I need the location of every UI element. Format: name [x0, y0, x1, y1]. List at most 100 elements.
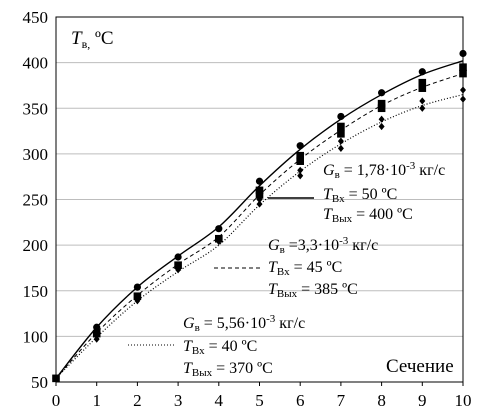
annotation-1-outlet: TВых = 400 ºС	[323, 206, 413, 225]
series-2-marker-3	[133, 292, 142, 301]
x-tick-label-9: 9	[418, 391, 427, 410]
series-3-marker-17	[460, 95, 466, 103]
series-2-marker-8	[296, 151, 304, 160]
x-tick-label-10: 10	[455, 391, 472, 410]
series-3-marker-14	[419, 97, 426, 105]
annotation-2-outlet: TВых = 385 ºС	[268, 281, 358, 300]
y-tick-label-50: 50	[31, 373, 48, 392]
series-2-marker-11	[337, 130, 345, 138]
series-2-marker-9	[296, 157, 304, 165]
annotation-3-inlet-symbol: T	[183, 338, 193, 355]
y-axis-label-unit: ºС	[90, 28, 113, 49]
series-3-marker-3	[134, 297, 141, 305]
annotation-3-outlet-symbol: T	[183, 360, 193, 377]
series-2-marker-13	[377, 104, 386, 113]
annotation-3-flow-value: = 5,56·10	[200, 315, 266, 332]
annotation-3-flow-exp: -3	[266, 313, 276, 325]
annotation-3-inlet-sub: Вх	[192, 345, 205, 357]
annotation-series-2: Gв =3,3·10-3 кг/с TВх = 45 ºС TВых = 385…	[214, 235, 378, 300]
series-1-marker-9	[378, 89, 386, 97]
series-2-marker-4	[174, 261, 182, 269]
annotation-3-flow-unit: кг/с	[275, 315, 305, 332]
x-tick-label-6: 6	[296, 391, 305, 410]
x-tick-labels: 0 1 2 3 4 5 6 7 8 9 10	[52, 391, 472, 410]
series-3-trend-line	[55, 93, 464, 379]
y-axis-label: Tв, ºС	[71, 28, 114, 51]
y-tick-labels: 50 100 150 200 250 300 350 400 450	[23, 8, 49, 392]
x-tick-label-0: 0	[52, 391, 61, 410]
series-3-marker-13	[378, 122, 385, 131]
axes	[55, 16, 464, 386]
annotation-3-inlet-value: = 40 ºС	[205, 338, 258, 355]
annotation-2-inlet-value: = 45 ºС	[290, 259, 343, 276]
annotation-2-inlet: TВх = 45 ºС	[268, 259, 342, 278]
series-3-marker-16	[460, 86, 466, 94]
annotation-2-outlet-value: = 385 ºС	[297, 281, 358, 298]
annotation-1-flow-unit: кг/с	[415, 162, 445, 179]
series-3-marker-11	[337, 144, 344, 152]
series-3-marker-10	[337, 137, 344, 145]
series-2-marker-15	[418, 84, 427, 92]
x-tick-label-3: 3	[174, 391, 183, 410]
series-2-marker-2	[92, 329, 101, 338]
series-2-marker-6	[255, 186, 264, 195]
series-1-marker-6	[255, 177, 264, 185]
series-2-marker-12	[377, 99, 386, 108]
series-2-marker-17	[459, 69, 467, 78]
annotation-series-1: Gв = 1,78·10-3 кг/с TВх = 50 ºС TВых = 4…	[268, 160, 445, 225]
series-3-marker-1	[53, 374, 59, 382]
series-2-marker-14	[418, 78, 427, 87]
series-1-marker-5	[215, 225, 223, 233]
y-axis-label-main: T	[71, 28, 83, 49]
annotation-2-inlet-symbol: T	[268, 259, 278, 276]
series-3-marker-9	[297, 172, 304, 180]
annotation-1-inlet-value: = 50 ºС	[345, 186, 398, 203]
y-tick-label-450: 450	[23, 8, 49, 27]
x-tick-label-8: 8	[377, 391, 386, 410]
series-2-marker-16	[459, 63, 467, 71]
annotation-series-3: Gв = 5,56·10-3 кг/с TВх = 40 ºС TВых = 3…	[128, 313, 305, 379]
annotation-1-outlet-symbol: T	[323, 206, 333, 223]
annotation-2-flow-sub: в	[280, 244, 285, 256]
x-tick-label-2: 2	[133, 391, 142, 410]
y-tick-label-400: 400	[23, 54, 49, 73]
series-1-marker-8	[337, 112, 345, 121]
annotation-2-inlet-sub: Вх	[277, 266, 290, 278]
annotation-2-outlet-symbol: T	[268, 281, 278, 298]
x-tick-label-4: 4	[215, 391, 224, 410]
y-tick-label-350: 350	[23, 99, 49, 118]
annotation-1-flow-exp: -3	[406, 160, 416, 172]
annotation-1-flow-symbol: G	[323, 162, 335, 179]
annotation-2-flow-symbol: G	[268, 237, 280, 254]
series-1-marker-3	[133, 283, 141, 291]
annotation-3-flow: Gв = 5,56·10-3 кг/с	[183, 313, 305, 334]
annotation-2-flow-unit: кг/с	[348, 237, 378, 254]
annotation-3-outlet: TВых = 370 ºС	[183, 360, 273, 379]
annotation-2-flow-value: =3,3·10	[285, 237, 339, 254]
annotation-3-inlet: TВх = 40 ºС	[183, 338, 257, 357]
series-3-marker-7	[256, 200, 263, 208]
series-1-marker-10	[418, 68, 426, 76]
series-2-marker-7	[255, 191, 264, 199]
x-tick-label-1: 1	[92, 391, 101, 410]
series-2-marker-10	[337, 122, 345, 131]
y-tick-label-250: 250	[23, 191, 49, 210]
annotation-1-flow-value: = 1,78·10	[340, 162, 406, 179]
series-1-marker-11	[459, 49, 467, 58]
series-3-marker-4	[175, 266, 182, 274]
annotation-1-inlet-symbol: T	[323, 186, 333, 203]
annotation-3-flow-sub: в	[195, 322, 200, 334]
y-tick-label-150: 150	[23, 282, 49, 301]
series-3-marker-6	[256, 195, 263, 204]
annotation-3-flow-symbol: G	[183, 315, 195, 332]
plot-frame	[55, 16, 464, 383]
y-tick-label-200: 200	[23, 236, 49, 255]
series-1-trend-line	[55, 60, 464, 379]
series-3-marker-15	[419, 104, 426, 112]
series-3-marker-2	[93, 335, 100, 343]
series-1-marker-4	[174, 253, 182, 261]
series-1-marker-7	[296, 142, 304, 150]
series-1-marker-2	[93, 323, 101, 331]
